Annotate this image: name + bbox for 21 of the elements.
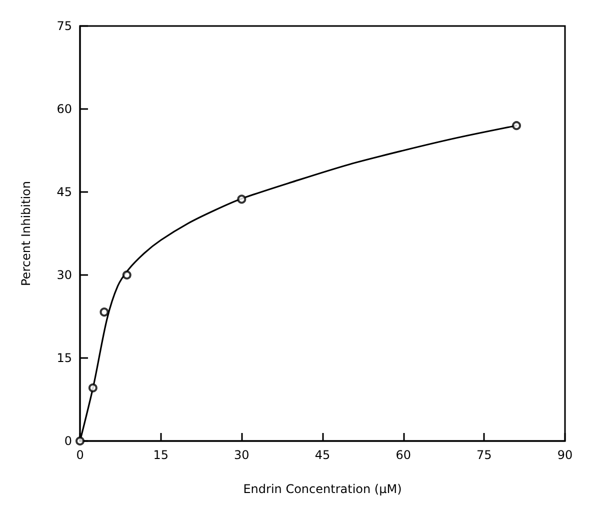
x-tick-label: 75 (476, 448, 492, 462)
point (88, 383, 98, 392)
x-tick-label: 90 (557, 448, 573, 462)
y-axis-title: Percent Inhibition (19, 181, 33, 286)
point (100, 308, 109, 317)
y-tick-label: 15 (56, 351, 72, 365)
x-axis-title: Endrin Concentration (μM) (243, 482, 402, 496)
x-tick-label: 15 (153, 448, 168, 462)
x-tick-label: 0 (76, 448, 84, 462)
point (512, 121, 521, 130)
y-tick-label: 60 (56, 102, 72, 116)
y-tick-label: 45 (56, 185, 72, 199)
y-tick-label: 30 (56, 268, 72, 282)
y-tick-label: 0 (64, 434, 72, 448)
y-tick-label: 75 (56, 19, 72, 33)
point (122, 270, 132, 280)
point (76, 436, 84, 446)
x-tick-label: 60 (396, 448, 411, 462)
x-tick-label: 30 (234, 448, 250, 462)
x-tick-label: 45 (314, 448, 330, 462)
point (237, 194, 246, 204)
